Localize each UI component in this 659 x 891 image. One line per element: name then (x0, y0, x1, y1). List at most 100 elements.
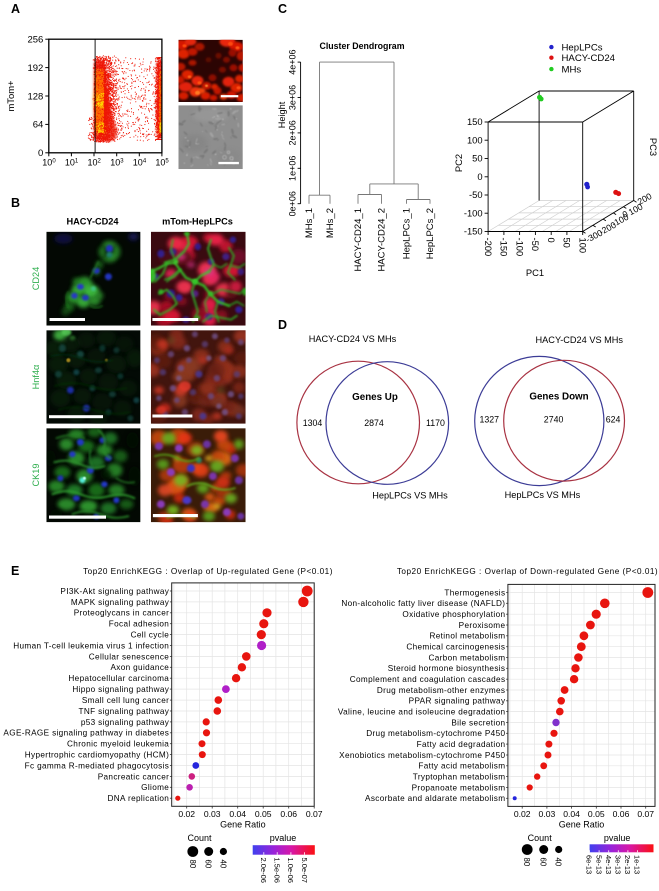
svg-text:HACY-CD24 VS MHs: HACY-CD24 VS MHs (536, 335, 624, 345)
svg-text:HepLPCs VS MHs: HepLPCs VS MHs (372, 491, 448, 501)
svg-text:Bile secretion: Bile secretion (451, 718, 505, 727)
svg-text:0.03: 0.03 (539, 809, 556, 819)
svg-text:60: 60 (204, 860, 213, 869)
svg-text:0.02: 0.02 (514, 809, 531, 819)
svg-text:101: 101 (65, 158, 79, 168)
svg-text:Thermogenesis: Thermogenesis (444, 588, 505, 597)
svg-text:Chronic myeloid leukemia: Chronic myeloid leukemia (67, 740, 169, 749)
svg-text:Cluster Dendrogram: Cluster Dendrogram (319, 41, 404, 51)
svg-text:HACY-CD24_2: HACY-CD24_2 (377, 208, 388, 272)
svg-text:Focal adhesion: Focal adhesion (109, 620, 170, 629)
svg-text:Genes Down: Genes Down (529, 391, 588, 402)
svg-text:Count: Count (528, 833, 553, 843)
svg-text:Cell cycle: Cell cycle (131, 631, 170, 640)
svg-text:-50: -50 (469, 189, 483, 200)
svg-text:Gene Ratio: Gene Ratio (559, 819, 605, 829)
svg-text:0.07: 0.07 (306, 809, 323, 819)
svg-text:0: 0 (38, 148, 43, 159)
svg-text:624: 624 (606, 415, 621, 425)
svg-text:Carbon metabolism: Carbon metabolism (428, 653, 505, 662)
svg-text:HepLPCs VS MHs: HepLPCs VS MHs (505, 490, 581, 500)
svg-text:Top20 EnrichKEGG : Overlap of: Top20 EnrichKEGG : Overlap of Down-regul… (397, 567, 658, 576)
svg-text:0.04: 0.04 (229, 809, 246, 819)
svg-text:HACY-CD24: HACY-CD24 (66, 217, 119, 227)
svg-text:HepLPCs: HepLPCs (562, 43, 603, 54)
svg-text:Propanoate metabolism: Propanoate metabolism (412, 783, 506, 792)
svg-text:80: 80 (522, 858, 531, 867)
svg-text:HepLPCs_1: HepLPCs_1 (402, 208, 413, 259)
svg-text:2.0e-06: 2.0e-06 (259, 858, 268, 883)
svg-text:-50: -50 (530, 238, 541, 252)
svg-text:AGE-RAGE signaling pathway in: AGE-RAGE signaling pathway in diabetes (3, 729, 169, 738)
svg-text:pvalue: pvalue (270, 833, 297, 843)
svg-text:Pancreatic cancer: Pancreatic cancer (98, 772, 169, 781)
svg-text:C: C (278, 2, 287, 16)
svg-text:HepLPCs_2: HepLPCs_2 (425, 208, 436, 259)
svg-text:Gene Ratio: Gene Ratio (220, 819, 266, 829)
svg-text:100: 100 (467, 134, 483, 145)
svg-text:Axon guidance: Axon guidance (110, 663, 169, 672)
svg-text:104: 104 (133, 158, 147, 168)
svg-text:50: 50 (562, 237, 573, 247)
svg-text:Valine, leucine and isoleucine: Valine, leucine and isoleucine degradati… (338, 708, 506, 717)
svg-text:Small cell lung cancer: Small cell lung cancer (82, 696, 169, 705)
svg-text:50: 50 (472, 153, 482, 164)
svg-text:Chemical carcinogenesis: Chemical carcinogenesis (406, 643, 505, 652)
svg-text:256: 256 (27, 35, 43, 46)
svg-text:Xenobiotics metabolism-cytochr: Xenobiotics metabolism-cytochrome P450 (339, 751, 505, 760)
svg-text:Retinol metabolism: Retinol metabolism (429, 632, 505, 641)
svg-text:Drug metabolism-other enzymes: Drug metabolism-other enzymes (377, 686, 505, 695)
svg-text:1e-13: 1e-13 (633, 855, 642, 874)
svg-text:0.07: 0.07 (637, 809, 654, 819)
svg-text:mTom-HepLPCs: mTom-HepLPCs (162, 217, 233, 227)
svg-text:0.02: 0.02 (178, 809, 195, 819)
svg-text:105: 105 (155, 158, 169, 168)
svg-text:0: 0 (546, 238, 557, 243)
svg-text:40: 40 (554, 858, 563, 867)
svg-text:64: 64 (33, 120, 44, 131)
svg-text:192: 192 (27, 63, 43, 74)
svg-text:Fatty acid metabolism: Fatty acid metabolism (418, 762, 505, 771)
svg-text:PPAR signaling pathway: PPAR signaling pathway (409, 697, 506, 706)
svg-text:0.06: 0.06 (280, 809, 297, 819)
svg-text:PI3K-Akt signaling pathway: PI3K-Akt signaling pathway (60, 587, 169, 596)
svg-text:Fatty acid degradation: Fatty acid degradation (417, 740, 506, 749)
svg-text:-100: -100 (514, 237, 525, 256)
svg-text:Fc gamma R-mediated phagocytos: Fc gamma R-mediated phagocytosis (25, 761, 170, 770)
svg-text:DNA replication: DNA replication (108, 794, 170, 803)
svg-text:0: 0 (621, 209, 630, 220)
svg-text:MHs_2: MHs_2 (325, 208, 336, 238)
svg-text:pvalue: pvalue (604, 833, 631, 843)
svg-text:60: 60 (539, 858, 548, 867)
svg-text:Gliome: Gliome (141, 783, 169, 792)
svg-text:HACY-CD24: HACY-CD24 (562, 53, 616, 64)
svg-text:CD24: CD24 (31, 267, 41, 291)
svg-text:Hypertrophic cardiomyopathy (H: Hypertrophic cardiomyopathy (HCM) (25, 751, 169, 760)
svg-text:4e-13: 4e-13 (604, 855, 613, 874)
svg-text:3e-13: 3e-13 (614, 855, 623, 874)
svg-text:Count: Count (187, 833, 212, 843)
svg-text:Hnf4α: Hnf4α (31, 364, 41, 389)
svg-text:-100: -100 (464, 207, 483, 218)
svg-text:PC1: PC1 (526, 267, 544, 278)
svg-text:128: 128 (27, 91, 43, 102)
svg-text:TNF signaling pathway: TNF signaling pathway (79, 707, 170, 716)
svg-text:CK19: CK19 (31, 464, 41, 487)
svg-text:p53 signaling pathway: p53 signaling pathway (81, 718, 170, 727)
svg-text:100: 100 (578, 238, 589, 254)
svg-text:150: 150 (467, 116, 483, 127)
svg-text:Ascorbate and aldarate metabol: Ascorbate and aldarate metabolism (365, 794, 505, 803)
svg-text:5.0e-07: 5.0e-07 (300, 858, 309, 883)
svg-text:1.0e-06: 1.0e-06 (286, 858, 295, 883)
svg-text:-150: -150 (464, 226, 483, 237)
svg-text:Hippo signaling pathway: Hippo signaling pathway (72, 685, 169, 694)
svg-text:0.03: 0.03 (204, 809, 221, 819)
svg-text:Cellular senescence: Cellular senescence (89, 652, 169, 661)
svg-text:D: D (278, 318, 287, 332)
svg-text:0.06: 0.06 (613, 809, 630, 819)
svg-text:Genes Up: Genes Up (352, 392, 398, 403)
svg-text:40: 40 (218, 860, 227, 869)
svg-text:Oxidative phosphorylation: Oxidative phosphorylation (402, 610, 505, 619)
svg-text:Peroxisome: Peroxisome (459, 621, 506, 630)
svg-text:80: 80 (188, 860, 197, 869)
